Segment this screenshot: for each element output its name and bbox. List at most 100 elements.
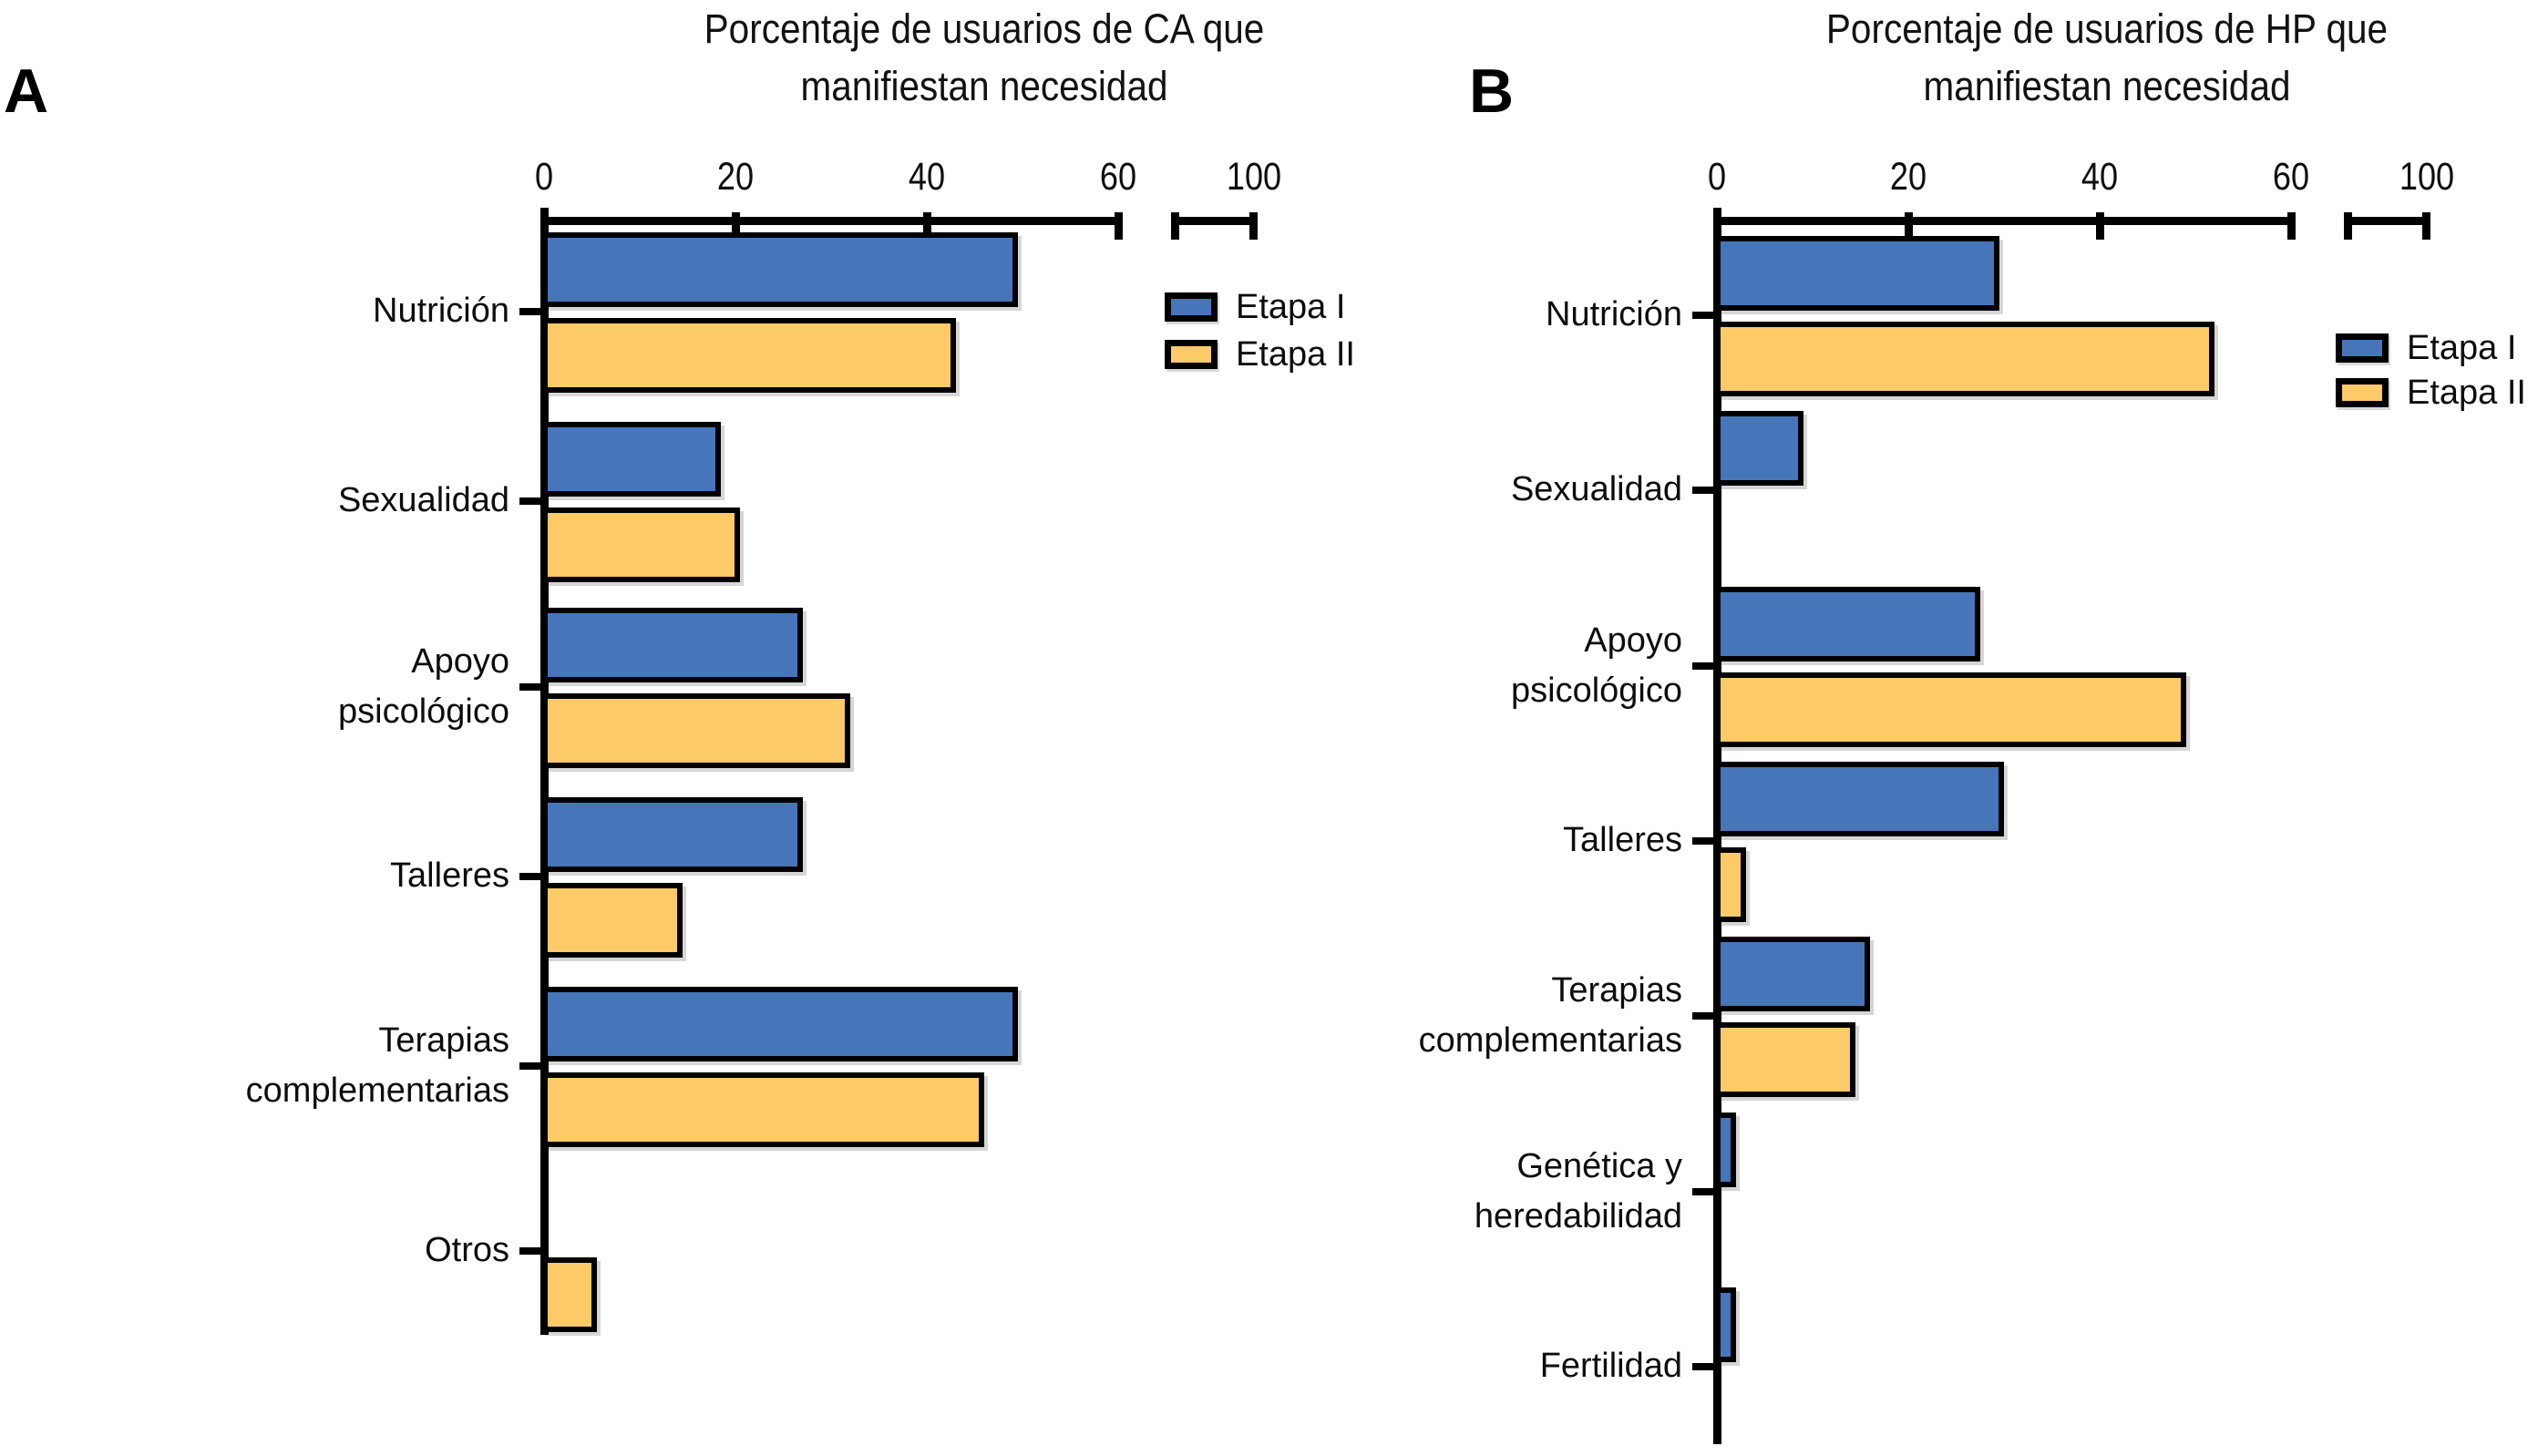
category-tick [1692,312,1720,319]
bar-a-etapa2-3 [542,883,683,958]
x-axis-break-tick [1171,212,1179,240]
x-axis-tick [731,212,740,240]
x-tick-label: 0 [534,155,554,199]
category-tick [1692,1363,1720,1370]
category-label-line: Nutrición [1546,295,1682,333]
x-tick-label: 40 [2081,155,2119,199]
category-tick [1692,1012,1720,1020]
category-label: Fertilidad [1540,1341,1682,1391]
category-tick [519,497,547,505]
bar-a-etapa1-3 [542,797,803,872]
category-label: Apoyo psicológico [1511,616,1682,716]
category-label: Apoyo psicológico [338,637,509,737]
x-tick-label: 20 [1889,155,1927,199]
category-tick [1692,487,1720,494]
bar-b-etapa1-1 [1715,411,1803,486]
category-label: Sexualidad [1511,465,1682,515]
category-label-line: Fertilidad [1539,1347,1682,1385]
panel-b-title-line1: Porcentaje de usuarios de HP que [1825,5,2389,52]
category-tick [519,1062,547,1070]
category-label: Terapias complementarias [1419,966,1682,1066]
category-label-line: Genética y [1516,1147,1682,1185]
bar-a-etapa1-2 [542,608,803,682]
category-label-line: heredabilidad [1474,1197,1682,1236]
x-tick-label: 0 [1707,155,1727,199]
legend-row-etapa1: Etapa I [2336,328,2517,367]
category-label-line: complementarias [1418,1021,1682,1060]
category-label-line: Sexualidad [337,481,509,519]
panel-b-title: Porcentaje de usuarios de HP que manifie… [1713,0,2501,115]
bar-b-etapa2-2 [1715,672,2186,747]
panel-a-title-line2: manifiestan necesidad [800,63,1168,109]
x-tick-label: 40 [908,155,946,199]
category-tick [1692,1188,1720,1195]
legend-row-etapa2: Etapa II [2336,373,2526,412]
bar-b-etapa2-4 [1715,1022,1855,1097]
bar-b-etapa1-5 [1715,1113,1736,1187]
category-label: Talleres [390,851,509,901]
category-label-line: complementarias [245,1071,509,1110]
bar-a-etapa1-4 [542,987,1018,1061]
category-label-line: psicológico [338,692,509,731]
panel-b-title-line2: manifiestan necesidad [1923,63,2291,109]
bar-a-etapa2-5 [542,1257,597,1332]
bar-a-etapa1-1 [542,422,721,497]
x-tick-label: 20 [716,155,755,199]
etapa2-swatch-icon [1165,340,1218,369]
x-tick-label: 60 [1099,155,1137,199]
panel-b-letter: B [1469,56,1515,126]
x-tick-label: 60 [2272,155,2310,199]
category-tick [1692,662,1720,670]
x-axis-line [540,217,1123,225]
bar-b-etapa1-2 [1715,587,1980,661]
category-label-line: Talleres [1563,821,1682,859]
etapa2-swatch-icon [2336,378,2389,407]
etapa1-label: Etapa I [2407,328,2517,367]
bar-a-etapa2-0 [542,318,956,393]
x-tick-label: 100 [2399,155,2455,199]
category-label: Terapias complementarias [246,1016,509,1116]
etapa1-label: Etapa I [1236,287,1346,326]
etapa2-label: Etapa II [1236,334,1355,374]
category-tick [519,683,547,691]
category-label-line: psicológico [1511,672,1682,710]
x-axis-break-segment [2344,217,2430,225]
bar-a-etapa2-4 [542,1072,984,1147]
x-axis-tick [2095,212,2104,240]
category-tick [519,308,547,315]
y-axis-line [540,208,549,1335]
etapa1-swatch-icon [1165,292,1218,322]
bar-b-etapa1-4 [1715,937,1870,1011]
x-axis-tick [2286,212,2296,240]
x-axis-break-tick [2344,212,2352,240]
category-tick [519,873,547,880]
panel-a-title: Porcentaje de usuarios de CA que manifie… [591,0,1378,115]
x-axis-tick [1114,212,1123,240]
bar-a-etapa1-0 [542,232,1018,307]
category-tick [1692,837,1720,845]
category-label-line: Nutrición [373,292,509,330]
etapa1-swatch-icon [2336,333,2389,363]
etapa2-label: Etapa II [2407,373,2526,412]
x-axis-break-tick [1249,212,1258,240]
category-label-line: Sexualidad [1510,470,1682,508]
category-label: Nutrición [1546,290,1682,340]
category-label-line: Talleres [390,856,509,895]
panel-a-title-line1: Porcentaje de usuarios de CA que [704,5,1265,52]
category-label: Otros [425,1225,509,1276]
x-tick-label: 100 [1226,155,1282,199]
category-label: Sexualidad [338,476,509,526]
category-label: Talleres [1563,815,1682,866]
category-tick [519,1247,547,1255]
legend-row-etapa1: Etapa I [1165,287,1346,326]
x-axis-tick [922,212,931,240]
category-label: Genética y heredabilidad [1475,1142,1682,1242]
category-label-line: Otros [425,1231,509,1269]
category-label-line: Apoyo [411,642,509,681]
bar-b-etapa2-0 [1715,322,2214,396]
bar-b-etapa1-3 [1715,762,2004,836]
category-label-line: Terapias [1551,971,1682,1010]
x-axis-break-tick [2422,212,2430,240]
category-label-line: Terapias [378,1021,509,1060]
